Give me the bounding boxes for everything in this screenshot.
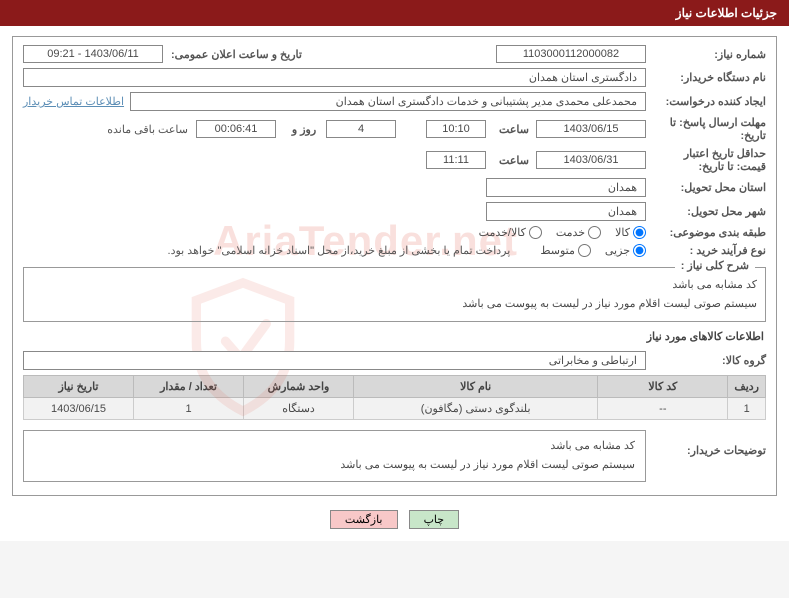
label-buyer-notes: توضیحات خریدار: [646,430,766,457]
content-panel: AriaTender.net شماره نیاز: 1103000112000… [12,36,777,496]
field-validity-time: 11:11 [426,151,486,169]
field-deadline-hms: 00:06:41 [196,120,276,138]
row-requester: ایجاد کننده درخواست: محمدعلی محمدی مدیر … [23,92,766,111]
row-deadline: مهلت ارسال پاسخ: تا تاریخ: 1403/06/15 سا… [23,116,766,142]
label-deadline: مهلت ارسال پاسخ: تا تاریخ: [646,116,766,142]
field-province: همدان [486,178,646,197]
col-header: تاریخ نیاز [24,376,134,398]
table-row: 1--بلندگوی دستی (مگافون)دستگاه11403/06/1… [24,398,766,420]
radio-label-motavaset: متوسط [540,244,575,257]
radio-label-khedmat: خدمت [556,226,585,239]
row-buyer-org: نام دستگاه خریدار: دادگستری استان همدان [23,68,766,87]
goods-table-head: ردیفکد کالانام کالاواحد شمارشتعداد / مقد… [24,376,766,398]
field-deadline-date: 1403/06/15 [536,120,646,138]
label-requester: ایجاد کننده درخواست: [646,95,766,108]
row-city: شهر محل تحویل: همدان [23,202,766,221]
radio-group-proc: جزیی متوسط [540,244,646,257]
table-cell: دستگاه [244,398,354,420]
row-proc-type: نوع فرآیند خرید : جزیی متوسط پرداخت تمام… [23,244,766,257]
row-province: استان محل تحویل: همدان [23,178,766,197]
table-cell: بلندگوی دستی (مگافون) [354,398,598,420]
field-buyer-org: دادگستری استان همدان [23,68,646,87]
label-proc-type: نوع فرآیند خرید : [646,244,766,257]
label-validity-time: ساعت [486,154,536,167]
label-buyer-org: نام دستگاه خریدار: [646,71,766,84]
radio-kala-khedmat[interactable] [529,226,542,239]
label-remain: ساعت باقی مانده [107,123,188,136]
radio-item-khedmat[interactable]: خدمت [556,226,601,239]
radio-item-jozi[interactable]: جزیی [605,244,646,257]
field-validity-date: 1403/06/31 [536,151,646,169]
radio-item-motavaset[interactable]: متوسط [540,244,591,257]
field-deadline-time: 10:10 [426,120,486,138]
row-goods-group: گروه کالا: ارتباطی و مخابراتی [23,351,766,370]
field-requester: محمدعلی محمدی مدیر پشتیبانی و خدمات دادگ… [130,92,646,111]
row-need-number: شماره نیاز: 1103000112000082 تاریخ و ساع… [23,45,766,63]
text-buyer-notes: کد مشابه می باشدسیستم صوتی لیست اقلام مو… [23,430,646,481]
legend-need-desc: شرح کلی نیاز : [675,259,755,272]
link-buyer-contact[interactable]: اطلاعات تماس خریدار [23,95,124,108]
label-announce: تاریخ و ساعت اعلان عمومی: [163,48,302,61]
label-deadline-days: روز و [276,123,326,136]
field-need-number: 1103000112000082 [496,45,646,63]
label-deadline-time: ساعت [486,123,536,136]
field-deadline-days: 4 [326,120,396,138]
col-header: تعداد / مقدار [134,376,244,398]
field-city: همدان [486,202,646,221]
radio-khedmat[interactable] [588,226,601,239]
back-button[interactable]: بازگشت [330,510,398,529]
radio-item-kala[interactable]: کالا [615,226,646,239]
fieldset-need-desc: شرح کلی نیاز : کد مشابه می باشدسیستم صوت… [23,267,766,322]
text-need-desc: کد مشابه می باشدسیستم صوتی لیست اقلام مو… [32,276,757,313]
watermark-text: AriaTender.net [213,217,518,265]
page-header: جزئیات اطلاعات نیاز [0,0,789,26]
radio-motavaset[interactable] [578,244,591,257]
radio-kala[interactable] [633,226,646,239]
goods-table: ردیفکد کالانام کالاواحد شمارشتعداد / مقد… [23,375,766,420]
print-button[interactable]: چاپ [409,510,460,529]
proc-note: پرداخت تمام یا بخشی از مبلغ خرید،از محل … [168,244,511,257]
label-validity: حداقل تاریخ اعتبار قیمت: تا تاریخ: [646,147,766,173]
field-announce: 1403/06/11 - 09:21 [23,45,163,63]
col-header: واحد شمارش [244,376,354,398]
col-header: نام کالا [354,376,598,398]
radio-label-kala-khedmat: کالا/خدمت [479,226,526,239]
table-cell: 1 [728,398,766,420]
col-header: کد کالا [598,376,728,398]
page-title: جزئیات اطلاعات نیاز [676,6,777,20]
page-container: جزئیات اطلاعات نیاز AriaTender.net شماره… [0,0,789,541]
label-category: طبقه بندی موضوعی: [646,226,766,239]
label-city: شهر محل تحویل: [646,205,766,218]
section-title-goods: اطلاعات کالاهای مورد نیاز [25,330,764,343]
table-cell: 1403/06/15 [24,398,134,420]
radio-group-category: کالا خدمت کالا/خدمت [479,226,646,239]
radio-label-kala: کالا [615,226,630,239]
label-goods-group: گروه کالا: [646,354,766,367]
row-buyer-notes: توضیحات خریدار: کد مشابه می باشدسیستم صو… [23,430,766,481]
field-goods-group: ارتباطی و مخابراتی [23,351,646,370]
col-header: ردیف [728,376,766,398]
label-need-number: شماره نیاز: [646,48,766,61]
row-category: طبقه بندی موضوعی: کالا خدمت کالا/خدمت [23,226,766,239]
label-province: استان محل تحویل: [646,181,766,194]
button-bar: چاپ بازگشت [0,504,789,541]
goods-table-body: 1--بلندگوی دستی (مگافون)دستگاه11403/06/1… [24,398,766,420]
radio-label-jozi: جزیی [605,244,630,257]
radio-jozi[interactable] [633,244,646,257]
table-cell: -- [598,398,728,420]
table-cell: 1 [134,398,244,420]
radio-item-kala-khedmat[interactable]: کالا/خدمت [479,226,542,239]
row-validity: حداقل تاریخ اعتبار قیمت: تا تاریخ: 1403/… [23,147,766,173]
